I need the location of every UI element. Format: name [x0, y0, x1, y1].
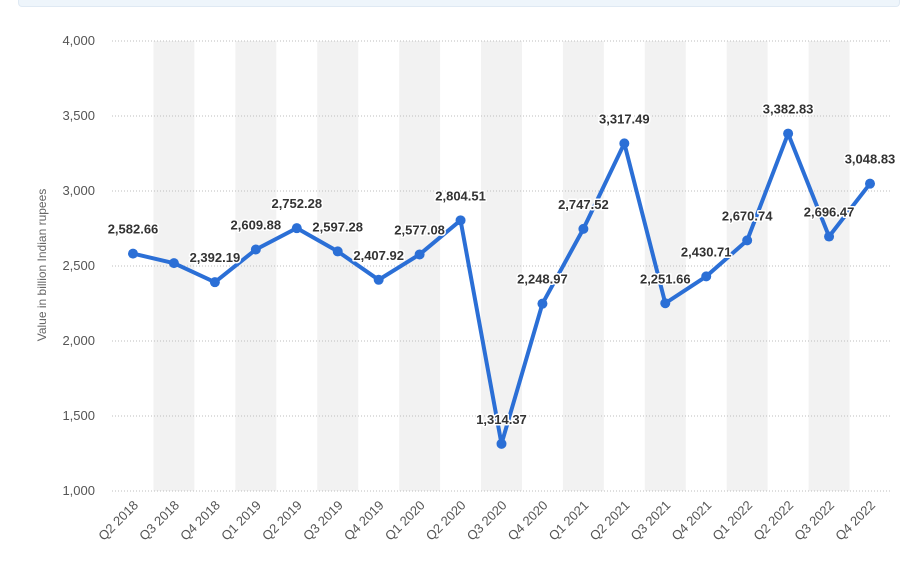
data-point-11[interactable] [578, 223, 589, 234]
data-point-13[interactable] [660, 298, 671, 309]
data-point-4[interactable] [291, 223, 302, 234]
x-tick-label-1: Q3 2018 [136, 498, 182, 544]
data-label-10: 2,248.97 [517, 272, 568, 287]
data-point-17[interactable] [824, 231, 835, 242]
data-label-15: 2,670.74 [722, 208, 773, 223]
x-tick-label-14: Q4 2021 [668, 498, 714, 544]
x-tick-label-13: Q3 2021 [628, 498, 674, 544]
data-point-15[interactable] [742, 235, 753, 246]
y-tick-label-5: 3,500 [62, 108, 95, 123]
data-point-18[interactable] [865, 178, 875, 189]
column-band-15 [726, 41, 768, 491]
data-point-7[interactable] [414, 249, 425, 260]
data-label-11: 2,747.52 [558, 197, 609, 212]
data-point-6[interactable] [373, 274, 384, 285]
x-tick-label-5: Q3 2019 [300, 498, 346, 544]
x-tick-label-6: Q4 2019 [341, 498, 387, 544]
data-point-16[interactable] [783, 128, 794, 139]
data-label-9: 1,314.37 [476, 412, 527, 427]
data-point-5[interactable] [332, 246, 343, 257]
data-label-6: 2,407.92 [353, 248, 404, 263]
data-label-8: 2,804.51 [435, 188, 486, 203]
y-axis-ticks: 1,000 1,500 2,000 2,500 3,000 3,500 4,000 [62, 33, 95, 498]
data-point-10[interactable] [537, 298, 548, 309]
data-labels: 2,582.66 2,392.19 2,609.88 2,752.28 2,597.28… [106, 100, 897, 428]
data-label-13: 2,251.66 [640, 271, 691, 286]
x-tick-label-11: Q1 2021 [546, 498, 592, 544]
data-points [128, 128, 875, 449]
data-label-7: 2,577.08 [394, 222, 445, 237]
column-band-3 [235, 41, 277, 491]
x-tick-label-12: Q2 2021 [587, 498, 633, 544]
data-label-16: 3,382.83 [763, 102, 814, 117]
data-label-5: 2,597.28 [312, 219, 363, 234]
x-tick-label-9: Q3 2020 [464, 498, 510, 544]
x-tick-label-2: Q4 2018 [177, 498, 223, 544]
data-point-2[interactable] [209, 277, 220, 288]
data-label-3: 2,609.88 [231, 218, 282, 233]
y-tick-label-4: 3,000 [62, 183, 95, 198]
x-tick-label-7: Q1 2020 [382, 498, 428, 544]
data-point-9[interactable] [496, 438, 507, 449]
data-point-14[interactable] [701, 271, 712, 282]
y-tick-label-0: 1,000 [62, 483, 95, 498]
y-tick-label-3: 2,500 [62, 258, 95, 273]
data-point-1[interactable] [168, 258, 179, 269]
x-tick-label-10: Q4 2020 [505, 498, 551, 544]
data-point-12[interactable] [619, 138, 630, 149]
x-tick-label-8: Q2 2020 [423, 498, 469, 544]
y-tick-label-6: 4,000 [62, 33, 95, 48]
data-point-8[interactable] [455, 215, 466, 226]
data-label-12: 3,317.49 [599, 111, 650, 126]
data-label-4: 2,752.28 [271, 196, 322, 211]
x-tick-label-15: Q1 2022 [709, 498, 755, 544]
data-label-17: 2,696.47 [804, 205, 855, 220]
x-tick-label-4: Q2 2019 [259, 498, 305, 544]
y-tick-label-2: 2,000 [62, 333, 95, 348]
y-axis-title: Value in billion Indian rupees [35, 189, 49, 342]
data-point-0[interactable] [128, 248, 138, 259]
x-tick-label-16: Q2 2022 [750, 498, 796, 544]
data-label-0: 2,582.66 [108, 222, 159, 237]
top-banner [18, 0, 900, 7]
gridlines [112, 40, 890, 492]
y-tick-label-1: 1,500 [62, 408, 95, 423]
data-label-2: 2,392.19 [190, 250, 241, 265]
data-label-18: 3,048.83 [845, 152, 896, 167]
x-tick-label-17: Q3 2022 [791, 498, 837, 544]
x-tick-label-3: Q1 2019 [218, 498, 264, 544]
x-tick-label-0: Q2 2018 [95, 498, 141, 544]
data-point-3[interactable] [250, 244, 261, 255]
x-tick-label-18: Q4 2022 [832, 498, 878, 544]
data-label-14: 2,430.71 [681, 244, 732, 259]
column-band-13 [644, 41, 686, 491]
